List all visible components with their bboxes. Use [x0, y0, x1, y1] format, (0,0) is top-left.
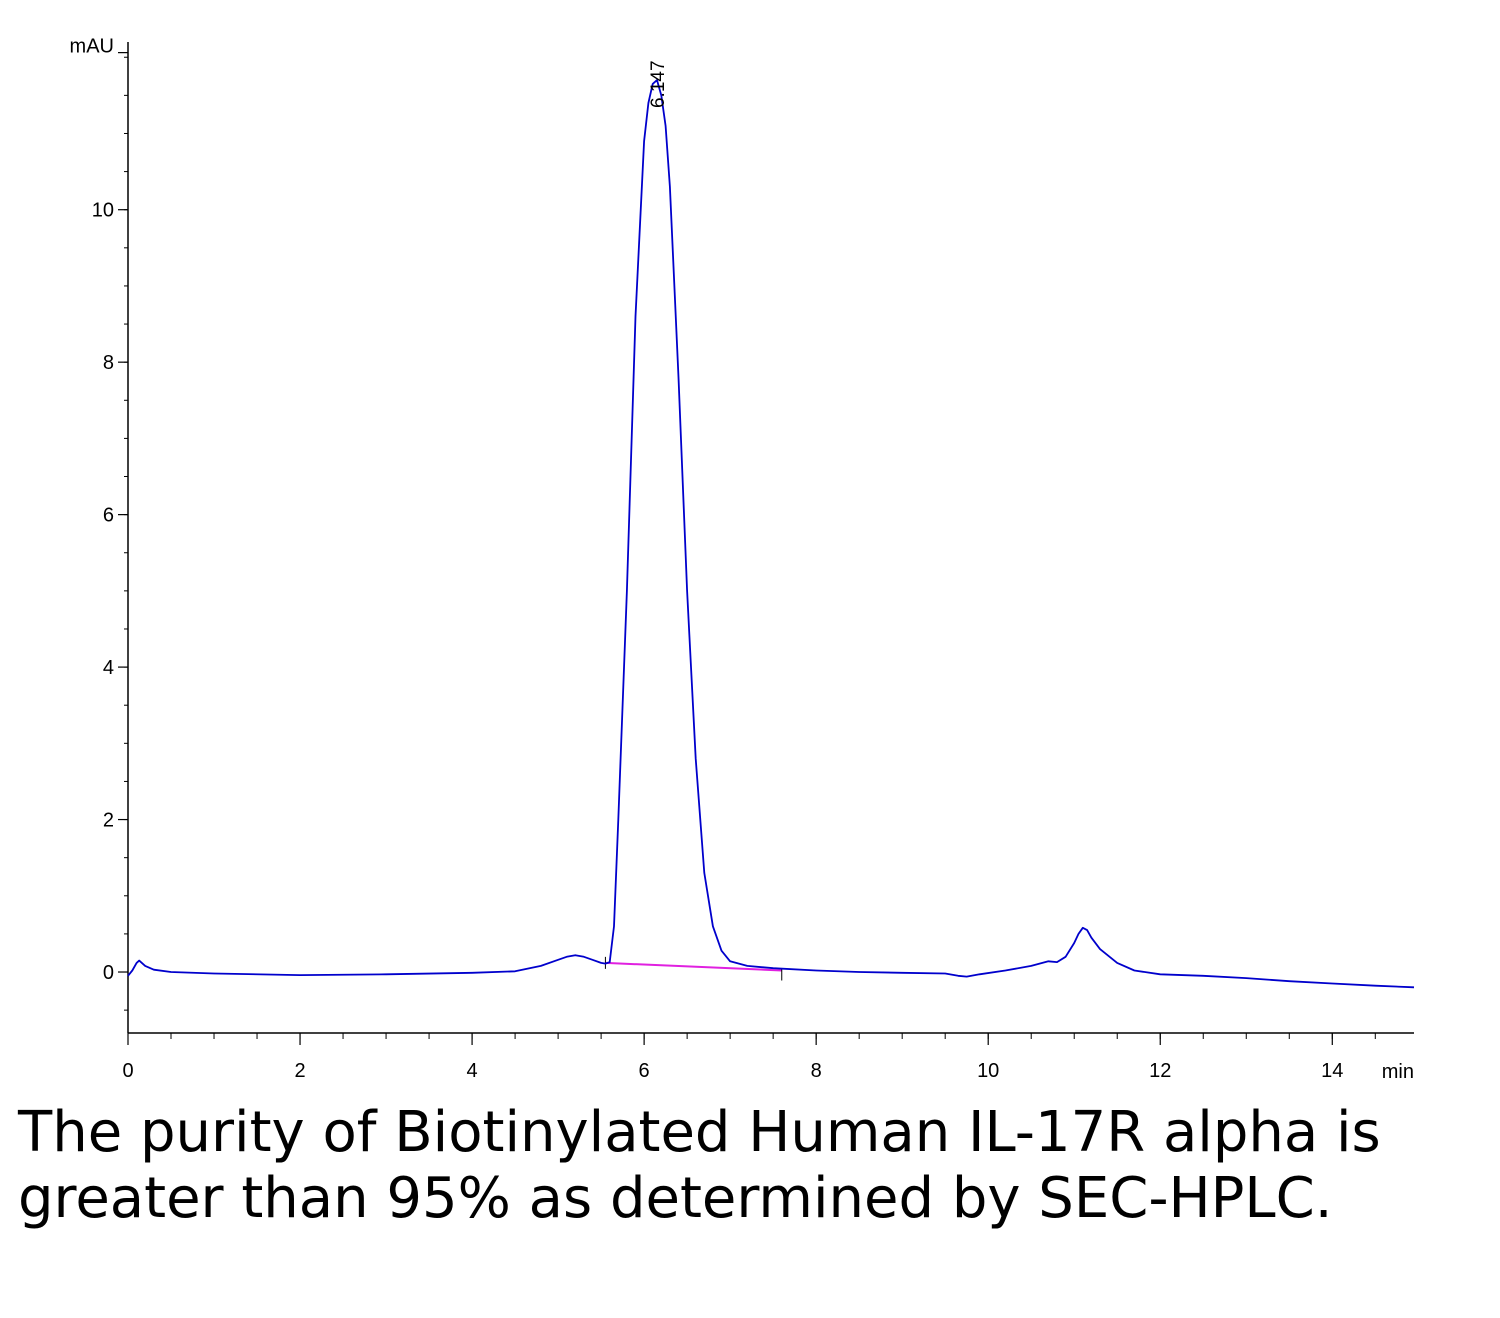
- y-tick-label: 0: [103, 962, 114, 984]
- x-tick-label: 4: [467, 1060, 478, 1080]
- x-tick-label: 8: [811, 1060, 822, 1080]
- chromatogram-svg: 0 2 4 6 8 10 mAU 0 2 4 6 8 10 12 14 min 6.147: [70, 36, 1415, 1080]
- y-tick-label: 6: [103, 505, 114, 527]
- integration-baseline: [605, 961, 782, 972]
- y-tick-label: 8: [103, 352, 114, 374]
- chromatogram-trace: [127, 79, 1415, 989]
- y-tick-label: 10: [92, 200, 114, 222]
- x-tick-label: 0: [122, 1060, 133, 1080]
- x-tick-label: 10: [977, 1060, 999, 1080]
- x-tick-label: 6: [639, 1060, 650, 1080]
- figure-caption: The purity of Biotinylated Human IL-17R …: [18, 1100, 1381, 1231]
- chromatogram-chart: 0 2 4 6 8 10 mAU 0 2 4 6 8 10 12 14 min 6.147: [70, 36, 1415, 1080]
- peak-retention-label: 6.147: [648, 60, 669, 108]
- y-axis-label: mAU: [70, 36, 114, 58]
- y-tick-label: 4: [103, 657, 114, 679]
- x-tick-label: 12: [1149, 1060, 1171, 1080]
- x-tick-label: 2: [294, 1060, 305, 1080]
- x-tick-label: 14: [1321, 1060, 1343, 1080]
- x-axis-label: min: [1382, 1061, 1414, 1080]
- y-tick-label: 2: [103, 810, 114, 832]
